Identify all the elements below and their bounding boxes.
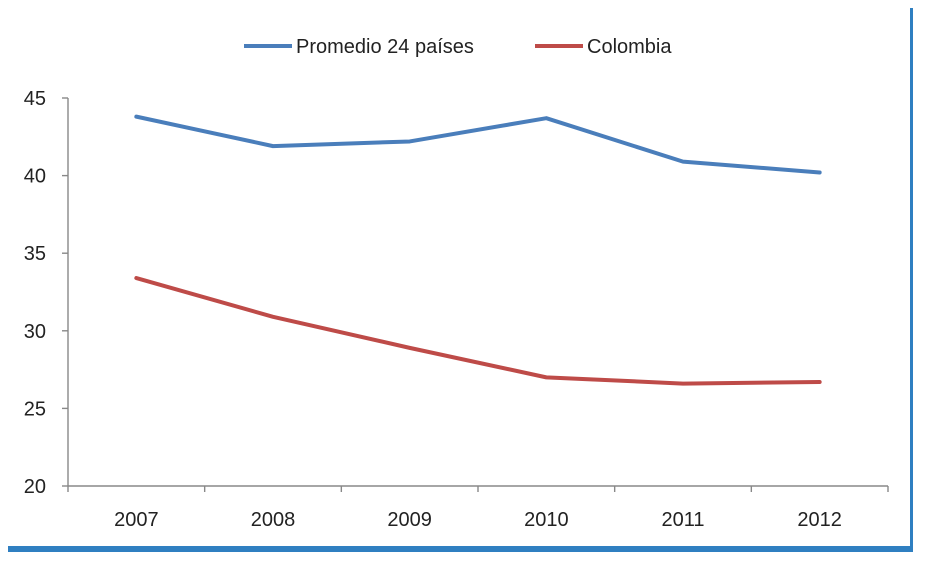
legend-entry-series-1: Promedio 24 países [244, 36, 474, 58]
series-line-2 [134, 276, 822, 386]
y-tick-label: 20 [24, 476, 46, 498]
x-tick-label: 2007 [114, 509, 159, 531]
legend-entry-series-2: Colombia [535, 36, 672, 58]
frame-right-border [910, 8, 913, 550]
legend-label-series-1: Promedio 24 países [296, 36, 474, 58]
frame-bottom-border [8, 546, 913, 552]
x-tick-label: 2012 [797, 509, 842, 531]
legend: Promedio 24 países Colombia [244, 36, 672, 58]
y-tick-label: 35 [24, 243, 46, 265]
y-tick-label: 45 [24, 88, 46, 110]
y-tick-label: 30 [24, 321, 46, 343]
x-tick-label: 2010 [524, 509, 569, 531]
y-tick-label: 40 [24, 166, 46, 188]
x-tick-label: 2009 [387, 509, 432, 531]
x-tick-label: 2011 [661, 509, 704, 531]
y-tick-label: 25 [24, 398, 46, 420]
series-lines [134, 114, 822, 386]
axis-ticks: 20 25 30 35 40 45 2007 2008 2009 2010 2011 2012 [24, 88, 889, 531]
series-line-1 [134, 114, 822, 175]
x-tick-label: 2008 [251, 509, 296, 531]
legend-label-series-2: Colombia [587, 36, 672, 58]
